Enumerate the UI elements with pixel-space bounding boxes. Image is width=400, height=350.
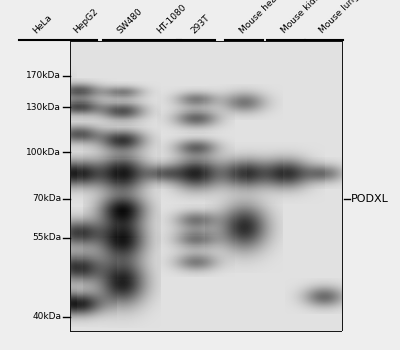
Text: HT-1080: HT-1080 [156,2,188,35]
Text: 170kDa: 170kDa [26,71,61,80]
Text: 40kDa: 40kDa [32,312,61,321]
Text: 70kDa: 70kDa [32,194,61,203]
Text: 130kDa: 130kDa [26,103,61,112]
Text: SW480: SW480 [116,6,144,35]
Text: Mouse lung: Mouse lung [318,0,361,35]
Text: PODXL: PODXL [351,194,389,204]
Text: 100kDa: 100kDa [26,148,61,156]
Text: Mouse kidney: Mouse kidney [280,0,330,35]
Text: Mouse heart: Mouse heart [238,0,284,35]
Text: HeLa: HeLa [32,13,54,35]
Text: HepG2: HepG2 [72,7,100,35]
Text: 293T: 293T [190,13,212,35]
Text: 55kDa: 55kDa [32,233,61,242]
